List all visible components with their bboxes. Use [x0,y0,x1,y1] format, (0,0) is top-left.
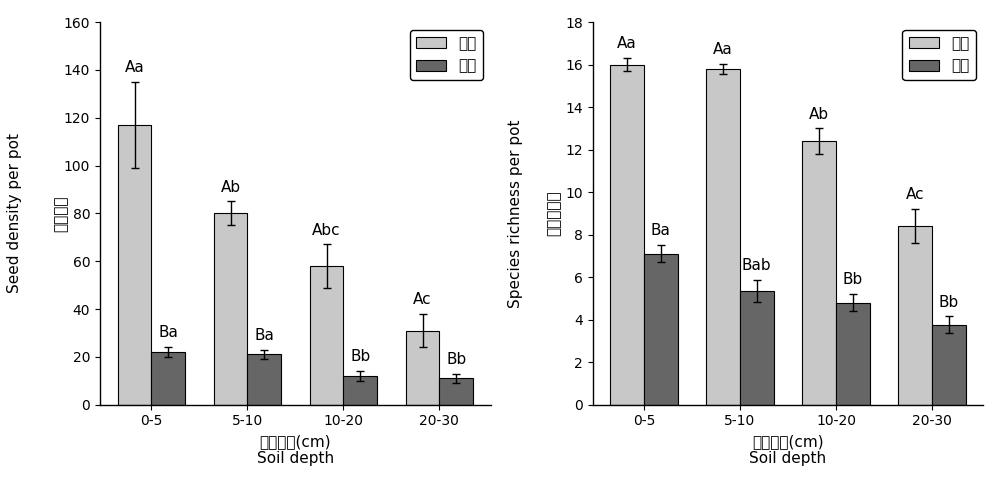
Y-axis label: Species richness per pot: Species richness per pot [508,119,523,308]
Text: Ba: Ba [158,326,178,341]
Text: Ab: Ab [220,180,241,195]
Bar [214,213,247,405]
Text: Ba: Ba [254,328,274,343]
Bar [610,65,644,405]
Bar [644,254,678,405]
X-axis label: 土层深度(cm)
Soil depth: 土层深度(cm) Soil depth [257,434,334,466]
Text: Bb: Bb [939,295,959,310]
Bar [247,355,281,405]
Text: 种子密度: 种子密度 [53,195,68,232]
X-axis label: 土层深度(cm)
Soil depth: 土层深度(cm) Soil depth [749,434,827,466]
Text: Bab: Bab [742,258,772,273]
Bar [932,325,966,405]
Legend: 湿润, 淡水: 湿润, 淡水 [410,30,483,80]
Text: Abc: Abc [312,223,341,238]
Text: Bb: Bb [843,272,863,287]
Text: Bb: Bb [350,349,370,364]
Bar [406,330,439,405]
Bar [836,303,870,405]
Bar [310,266,343,405]
Text: Aa: Aa [617,36,637,51]
Text: Bb: Bb [446,352,466,367]
Bar [740,291,774,405]
Text: 物种丰富度: 物种丰富度 [546,191,561,236]
Text: Ba: Ba [651,224,671,239]
Text: Aa: Aa [713,42,733,57]
Y-axis label: Seed density per pot: Seed density per pot [7,133,22,293]
Bar [151,352,185,405]
Text: Aa: Aa [125,60,144,75]
Text: Ab: Ab [809,107,829,122]
Bar [706,69,740,405]
Legend: 湿润, 淡水: 湿润, 淡水 [902,30,976,80]
Text: Ac: Ac [413,292,432,307]
Bar [898,226,932,405]
Bar [118,125,151,405]
Text: Ac: Ac [906,187,924,202]
Bar [802,141,836,405]
Bar [439,378,473,405]
Bar [343,376,377,405]
